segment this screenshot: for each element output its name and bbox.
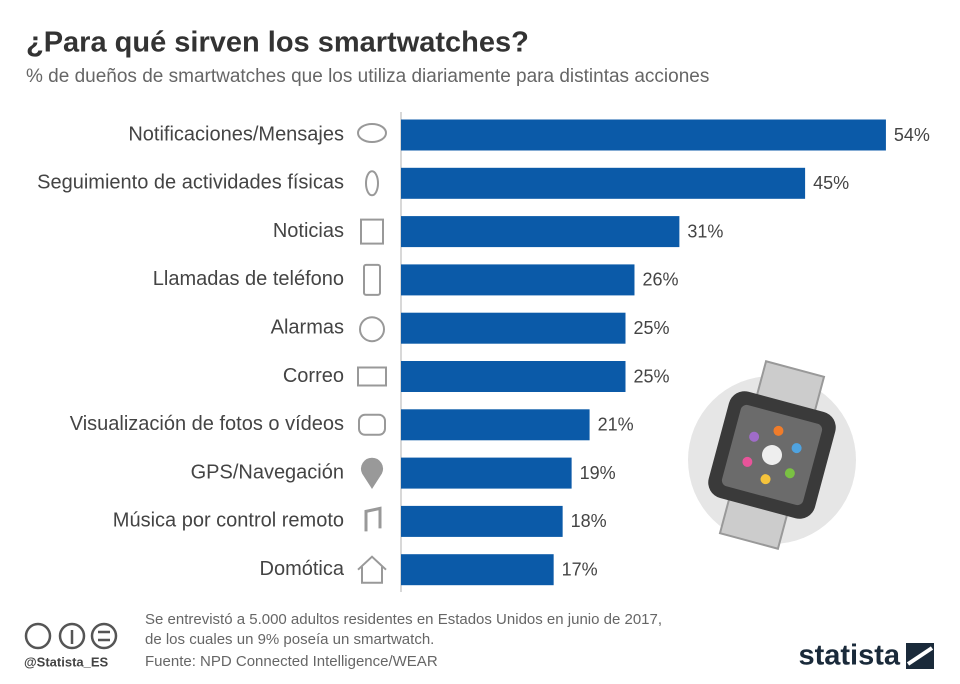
icon-shape (357, 123, 387, 143)
value-label: 45% (813, 173, 849, 193)
bar (401, 264, 635, 296)
brand-logo: statista (798, 640, 900, 672)
category-icon (359, 316, 385, 343)
brand-mark (906, 643, 934, 669)
value-label: 31% (687, 221, 723, 241)
category-label: Noticias (273, 220, 344, 242)
value-label: 17% (562, 559, 598, 579)
icon-shape (365, 170, 379, 197)
icon-shape (359, 316, 385, 343)
category-label: Domótica (260, 558, 345, 580)
icon-shape (361, 457, 383, 489)
icon-shape (357, 366, 387, 387)
bar (401, 505, 563, 537)
bar (401, 167, 806, 199)
category-label: Visualización de fotos o vídeos (70, 413, 344, 435)
note-line: de los cuales un 9% poseía un smartwatch… (145, 631, 434, 648)
icon-shape (363, 263, 381, 296)
category-icon (357, 123, 387, 143)
chart-subtitle: % de dueños de smartwatches que los util… (26, 66, 709, 87)
value-label: 26% (642, 270, 678, 290)
credit: @Statista_ES (24, 654, 109, 669)
category-icon (363, 263, 381, 296)
value-label: 19% (580, 463, 616, 483)
category-icon (365, 170, 379, 197)
value-label: 21% (598, 415, 634, 435)
bar (401, 312, 626, 344)
chart-title: ¿Para qué sirven los smartwatches? (26, 27, 529, 59)
icon-shape (358, 413, 386, 436)
category-label: Llamadas de teléfono (153, 268, 344, 290)
icon-shape (360, 218, 384, 245)
category-label: Correo (283, 365, 344, 387)
bar (401, 409, 590, 441)
value-label: 54% (894, 125, 930, 145)
category-label: GPS/Navegación (191, 461, 344, 483)
source: Fuente: NPD Connected Intelligence/WEAR (145, 653, 438, 670)
category-label: Alarmas (271, 316, 344, 338)
bar (401, 554, 554, 586)
note-line: Se entrevistó a 5.000 adultos residentes… (145, 611, 662, 628)
category-icon (358, 413, 386, 436)
category-icon (357, 555, 387, 584)
value-label: 25% (634, 318, 670, 338)
bar (401, 216, 680, 248)
icon-shape (357, 555, 387, 584)
watch-illustration (688, 360, 856, 550)
value-label: 25% (634, 366, 670, 386)
category-icon (360, 218, 384, 245)
bar (401, 361, 626, 392)
license-icons (24, 622, 118, 650)
category-icon (361, 457, 383, 489)
category-icon (364, 506, 382, 532)
category-icon (357, 366, 387, 387)
value-label: 18% (571, 511, 607, 531)
icon-shape (364, 506, 382, 532)
category-label: Notificaciones/Mensajes (128, 123, 344, 145)
bar (401, 457, 572, 489)
bar (401, 119, 886, 151)
category-label: Música por control remoto (113, 510, 344, 532)
category-label: Seguimiento de actividades físicas (37, 172, 344, 194)
